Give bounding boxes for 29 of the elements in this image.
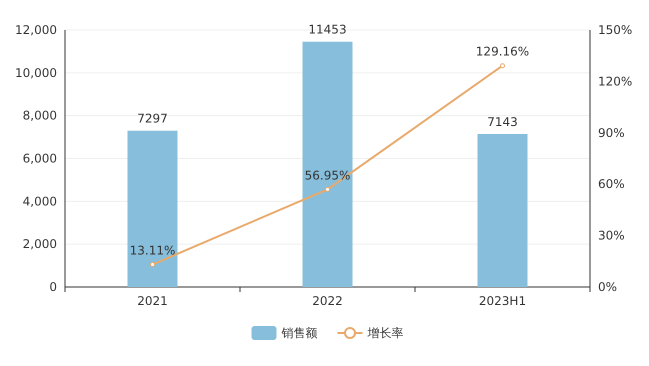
y-tick-label: 12,000 (15, 23, 57, 37)
y2-tick-label: 0% (598, 280, 618, 294)
legend-label: 销售额 (280, 326, 318, 340)
data-label: 7297 (137, 112, 168, 126)
data-label: 11453 (308, 22, 347, 37)
y2-tick-label: 150% (598, 23, 632, 37)
point (500, 63, 505, 68)
y-tick-label: 6,000 (22, 152, 57, 166)
bar (478, 134, 528, 287)
y2-tick-label: 120% (598, 74, 632, 88)
bar (302, 42, 352, 287)
x-tick-label: 2023H1 (478, 294, 526, 308)
x-tick-label: 2021 (137, 294, 168, 308)
y-tick-label: 0 (49, 280, 57, 294)
y-tick-label: 4,000 (22, 194, 57, 208)
y-tick-label: 8,000 (22, 108, 57, 123)
point (150, 262, 155, 268)
y2-tick-label: 90% (598, 126, 625, 140)
legend-label: 增长率 (366, 326, 404, 340)
data-label: 129.16% (476, 44, 530, 59)
bar (128, 130, 178, 287)
y2-tick-label: 30% (598, 228, 625, 243)
data-label: 13.11% (130, 244, 176, 258)
data-label: 7143 (487, 115, 518, 130)
x-tick-label: 2022 (312, 294, 343, 308)
point (325, 186, 330, 192)
y-tick-label: 10,000 (15, 66, 57, 80)
y-tick-label: 2,000 (22, 237, 57, 252)
y2-tick-label: 60% (598, 177, 625, 192)
